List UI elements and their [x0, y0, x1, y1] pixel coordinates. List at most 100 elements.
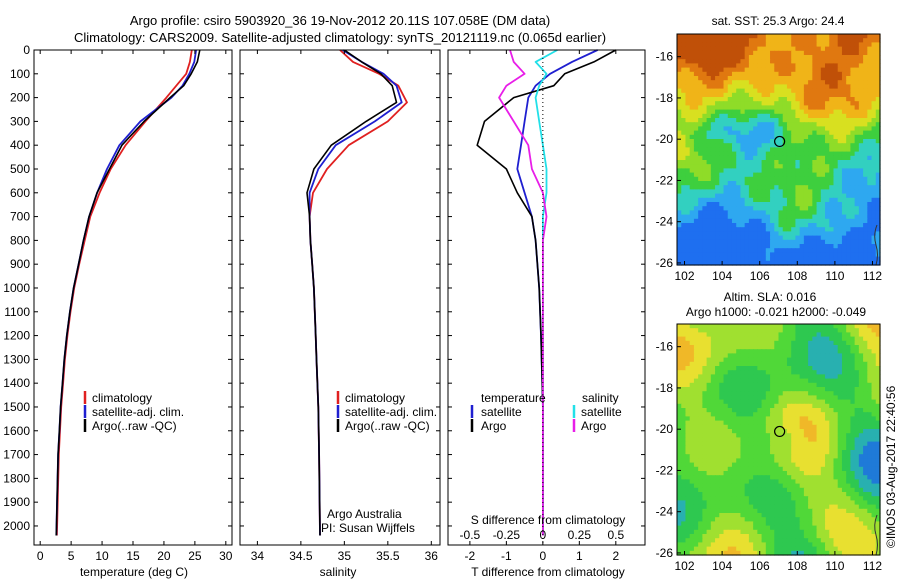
- heatmap-cell: [698, 471, 703, 476]
- heatmap-cell: [715, 193, 720, 199]
- heatmap-cell: [715, 97, 720, 102]
- heatmap-cell: [765, 328, 771, 333]
- heatmap-cell: [681, 454, 687, 459]
- heatmap-cell: [825, 193, 830, 199]
- heatmap-cell: [791, 357, 797, 363]
- heatmap-cell: [757, 105, 763, 111]
- heatmap-cell: [693, 143, 699, 148]
- heatmap-cell: [795, 487, 801, 493]
- heatmap-cell: [867, 378, 873, 384]
- heatmap-cell: [757, 450, 763, 455]
- heatmap-cell: [698, 504, 703, 510]
- heatmap-cell: [825, 513, 830, 518]
- heatmap-cell: [774, 525, 780, 531]
- heatmap-cell: [774, 113, 780, 119]
- heatmap-cell: [820, 109, 826, 115]
- heatmap-cell: [816, 244, 822, 249]
- heatmap-cell: [778, 345, 784, 350]
- heatmap-cell: [778, 441, 784, 447]
- heatmap-cell: [867, 84, 873, 90]
- heatmap-cell: [740, 55, 746, 60]
- heatmap-cell: [863, 525, 868, 531]
- heatmap-cell: [740, 366, 746, 371]
- heatmap-cell: [782, 424, 788, 430]
- heatmap-cell: [774, 239, 780, 245]
- heatmap-cell: [825, 462, 830, 468]
- heatmap-cell: [740, 126, 746, 132]
- heatmap-cell: [702, 147, 708, 153]
- heatmap-cell: [706, 67, 712, 73]
- heatmap-cell: [786, 517, 792, 522]
- heatmap-cell: [782, 450, 788, 455]
- heatmap-cell: [863, 370, 868, 375]
- heatmap-cell: [736, 231, 742, 237]
- heatmap-cell: [833, 227, 839, 232]
- heatmap-cell: [812, 147, 818, 153]
- heatmap-cell: [875, 462, 881, 468]
- heatmap-cell: [850, 218, 856, 224]
- heatmap-cell: [850, 462, 856, 468]
- heatmap-cell: [753, 328, 758, 333]
- heatmap-cell: [875, 336, 881, 342]
- heatmap-cell: [875, 126, 881, 132]
- heatmap-cell: [867, 118, 873, 123]
- heatmap-cell: [837, 67, 843, 73]
- heatmap-cell: [778, 218, 784, 224]
- heatmap-cell: [837, 202, 843, 207]
- heatmap-cell: [761, 193, 767, 199]
- heatmap-cell: [850, 55, 856, 60]
- heatmap-cell: [846, 345, 851, 350]
- heatmap-cell: [812, 76, 818, 81]
- heatmap-cell: [689, 239, 695, 245]
- heatmap-cell: [812, 185, 818, 190]
- heatmap-cell: [871, 38, 877, 43]
- heatmap-cell: [693, 324, 699, 329]
- heatmap-cell: [850, 239, 856, 245]
- heatmap-cell: [791, 92, 797, 98]
- heatmap-cell: [782, 345, 788, 350]
- heatmap-cell: [677, 336, 682, 342]
- heatmap-cell: [782, 210, 788, 216]
- heatmap-cell: [677, 147, 682, 153]
- heatmap-cell: [833, 517, 839, 522]
- heatmap-cell: [863, 256, 868, 262]
- heatmap-cell: [731, 328, 737, 333]
- heatmap-cell: [748, 340, 754, 346]
- heatmap-cell: [710, 391, 716, 396]
- heatmap-cell: [719, 139, 725, 144]
- heatmap-cell: [875, 168, 881, 174]
- heatmap-cell: [829, 445, 835, 451]
- heatmap-cell: [727, 475, 733, 480]
- heatmap-cell: [803, 109, 809, 115]
- heatmap-cell: [846, 382, 851, 388]
- heatmap-cell: [710, 408, 716, 413]
- heatmap-cell: [791, 181, 797, 186]
- heatmap-cell: [689, 458, 695, 464]
- heatmap-cell: [803, 38, 809, 43]
- heatmap-cell: [820, 496, 826, 501]
- heatmap-cell: [863, 500, 868, 506]
- heatmap-cell: [681, 328, 687, 333]
- heatmap-cell: [715, 88, 720, 94]
- heatmap-cell: [770, 197, 775, 203]
- heatmap-cell: [782, 50, 788, 56]
- heatmap-cell: [753, 50, 758, 56]
- heatmap-cell: [706, 105, 712, 111]
- heatmap-cell: [715, 450, 720, 455]
- heatmap-cell: [761, 408, 767, 413]
- heatmap-cell: [820, 408, 826, 413]
- heatmap-cell: [757, 80, 763, 85]
- heatmap-cell: [863, 504, 868, 510]
- heatmap-cell: [825, 353, 830, 359]
- heatmap-cell: [774, 168, 780, 174]
- heatmap-cell: [871, 134, 877, 140]
- heatmap-cell: [820, 513, 826, 518]
- heatmap-cell: [723, 189, 729, 195]
- heatmap-cell: [778, 197, 784, 203]
- heatmap-cell: [748, 55, 754, 60]
- heatmap-cell: [715, 63, 720, 69]
- heatmap-cell: [723, 324, 729, 329]
- heatmap-cell: [871, 176, 877, 182]
- heatmap-cell: [698, 378, 703, 384]
- heatmap-cell: [791, 88, 797, 94]
